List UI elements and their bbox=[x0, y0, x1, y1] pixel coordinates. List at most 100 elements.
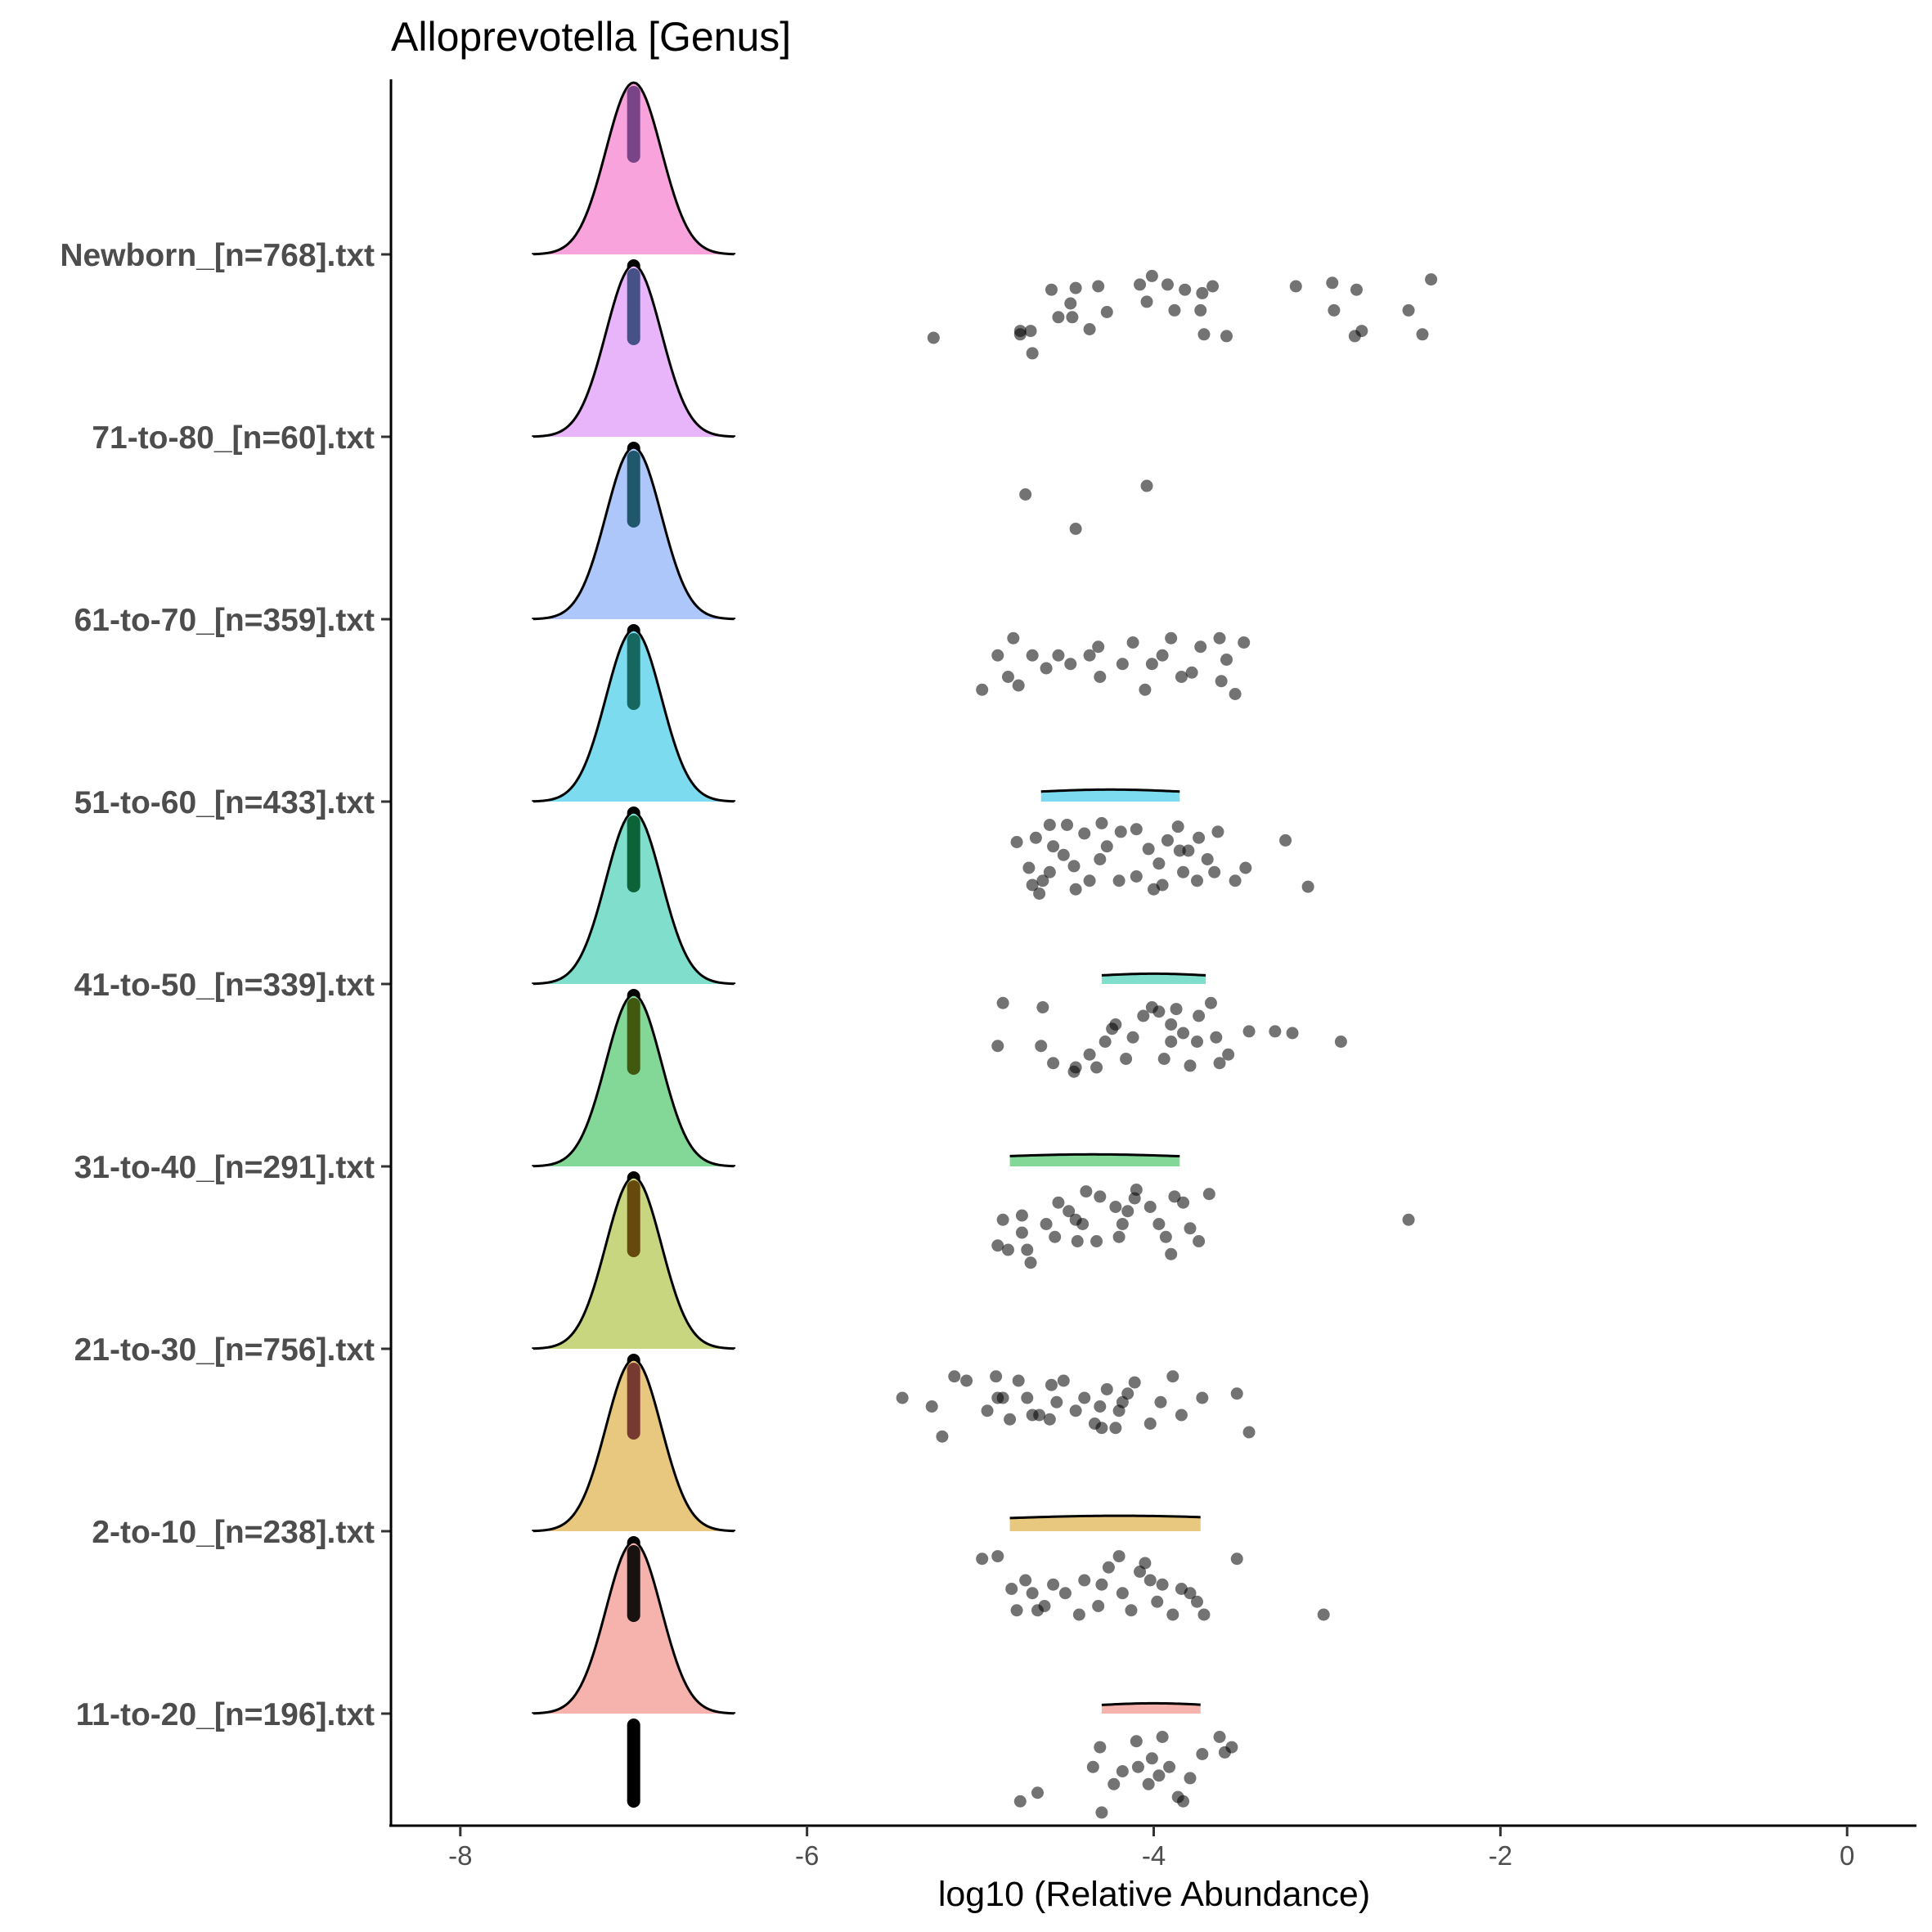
data-point bbox=[1095, 1578, 1108, 1591]
data-point bbox=[1109, 1201, 1122, 1213]
density-fill bbox=[532, 83, 735, 254]
data-point bbox=[1095, 816, 1108, 829]
data-point bbox=[1165, 631, 1178, 645]
ridge-2-to-10_[n=238].txt bbox=[532, 1358, 1330, 1625]
data-point bbox=[1026, 1409, 1039, 1422]
x-tick-label: -8 bbox=[448, 1840, 472, 1871]
data-point bbox=[1021, 1243, 1034, 1256]
density-fill bbox=[532, 447, 735, 619]
data-point bbox=[1210, 1031, 1223, 1044]
data-point bbox=[1022, 861, 1036, 874]
data-point bbox=[1094, 853, 1107, 865]
y-tick-label: 41-to-50_[n=339].txt bbox=[74, 968, 375, 1003]
data-point bbox=[1064, 297, 1077, 310]
data-point bbox=[1165, 1036, 1178, 1048]
chart-title: Alloprevotella [Genus] bbox=[391, 14, 791, 60]
y-tick-label: 21-to-30_[n=756].txt bbox=[74, 1332, 375, 1368]
data-point bbox=[1047, 1578, 1060, 1591]
y-tick-label: 31-to-40_[n=291].txt bbox=[74, 1150, 375, 1185]
data-point bbox=[1139, 683, 1152, 696]
data-point bbox=[1168, 303, 1181, 317]
data-point bbox=[1069, 281, 1082, 294]
data-point bbox=[1069, 523, 1082, 535]
x-tick-label: 0 bbox=[1840, 1840, 1854, 1871]
data-point bbox=[976, 683, 989, 696]
data-point bbox=[1301, 880, 1314, 893]
data-point bbox=[1175, 671, 1188, 683]
data-point bbox=[1173, 844, 1186, 857]
data-point bbox=[1328, 303, 1341, 317]
data-point bbox=[1047, 1057, 1060, 1070]
data-point bbox=[1114, 825, 1127, 838]
density-outline bbox=[532, 1175, 736, 1350]
data-point bbox=[1211, 825, 1224, 838]
data-point bbox=[1193, 1235, 1206, 1247]
data-point bbox=[1190, 1036, 1203, 1048]
data-point bbox=[1269, 1025, 1282, 1038]
data-point bbox=[1143, 1201, 1157, 1213]
data-point bbox=[1157, 1053, 1170, 1065]
data-point bbox=[1004, 1413, 1017, 1426]
data-point bbox=[1213, 1731, 1226, 1743]
data-point bbox=[1086, 1760, 1099, 1773]
data-point bbox=[1190, 1595, 1203, 1608]
data-point bbox=[1222, 1048, 1235, 1061]
data-point bbox=[1112, 874, 1126, 887]
density-outline bbox=[532, 993, 736, 1168]
data-point bbox=[1185, 666, 1198, 679]
data-point bbox=[1010, 836, 1023, 848]
data-point bbox=[1194, 303, 1207, 317]
data-point bbox=[976, 1552, 989, 1566]
data-point bbox=[1078, 1391, 1091, 1404]
ridge-41-to-50_[n=339].txt bbox=[532, 811, 1347, 1078]
data-point bbox=[1112, 1550, 1126, 1563]
y-axis-labels: Newborn_[n=768].txt 71-to-80_[n=60].txt 61… bbox=[60, 238, 391, 1732]
data-point bbox=[1057, 848, 1070, 861]
data-point bbox=[1230, 1387, 1243, 1400]
data-point bbox=[1078, 1574, 1091, 1587]
data-point bbox=[1128, 1376, 1141, 1389]
data-point bbox=[1102, 1561, 1115, 1574]
minor-density-outline bbox=[1101, 972, 1206, 977]
data-point bbox=[1072, 1608, 1085, 1621]
data-point bbox=[1125, 1604, 1138, 1617]
data-point bbox=[1094, 1190, 1107, 1203]
data-point bbox=[1130, 1184, 1143, 1196]
data-point bbox=[1156, 1578, 1169, 1591]
data-point bbox=[1334, 1036, 1347, 1048]
data-point bbox=[960, 1374, 973, 1387]
data-point bbox=[1145, 269, 1158, 282]
data-point bbox=[1040, 662, 1053, 675]
data-point bbox=[1193, 831, 1206, 844]
data-point bbox=[1013, 1795, 1027, 1808]
data-point bbox=[1116, 658, 1129, 671]
data-point bbox=[1177, 865, 1190, 878]
data-point bbox=[1143, 1418, 1157, 1430]
data-point bbox=[1094, 1741, 1107, 1754]
data-point bbox=[1033, 887, 1046, 900]
ridge-11-to-20_[n=196].txt bbox=[532, 1540, 1238, 1819]
data-point bbox=[1355, 325, 1368, 338]
data-point bbox=[981, 1404, 994, 1418]
y-tick-label: 2-to-10_[n=238].txt bbox=[92, 1515, 375, 1550]
data-point bbox=[1184, 1222, 1197, 1235]
data-point bbox=[1052, 649, 1065, 662]
data-point bbox=[1225, 1741, 1238, 1754]
density-fill bbox=[532, 1177, 735, 1349]
data-point bbox=[1083, 874, 1096, 887]
data-point bbox=[1170, 1003, 1183, 1016]
data-point bbox=[1130, 870, 1143, 883]
data-point bbox=[1177, 1196, 1190, 1209]
density-outline bbox=[532, 1358, 736, 1533]
data-point bbox=[1197, 328, 1211, 341]
minor-density-outline bbox=[1009, 1152, 1180, 1158]
data-point bbox=[1043, 819, 1056, 831]
data-point bbox=[1026, 649, 1039, 662]
data-point bbox=[1015, 1226, 1028, 1239]
density-fill bbox=[532, 630, 735, 802]
data-point bbox=[1140, 479, 1153, 492]
data-point bbox=[1095, 1806, 1108, 1819]
data-point bbox=[1289, 280, 1302, 293]
data-point bbox=[1190, 874, 1203, 887]
